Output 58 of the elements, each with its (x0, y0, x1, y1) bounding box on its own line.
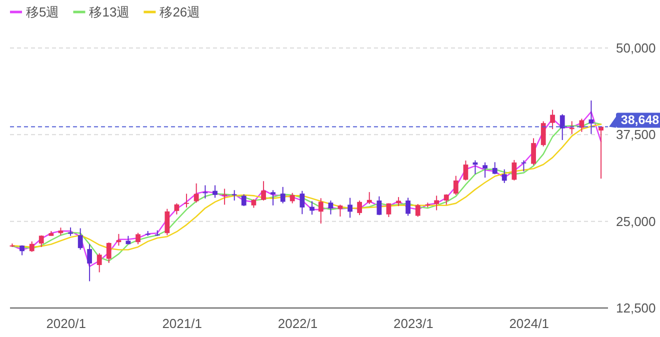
candlestick (202, 184, 208, 199)
candlestick (184, 193, 189, 208)
candlestick (348, 197, 352, 218)
x-tick-label: 2024/1 (509, 316, 549, 331)
candlestick (300, 190, 305, 215)
ref-line-label: 38,648 (620, 113, 660, 128)
candlestick (29, 240, 34, 252)
legend-label: 移5週 (26, 4, 60, 20)
candlestick (318, 198, 324, 224)
candlestick (232, 190, 237, 202)
candlestick (482, 162, 488, 178)
candlestick (386, 202, 392, 218)
candlestick (531, 138, 536, 166)
y-tick-label: 25,000 (616, 214, 656, 229)
candlestick (194, 182, 199, 204)
x-tick-label: 2023/1 (394, 316, 434, 331)
y-tick-label: 12,500 (616, 300, 656, 316)
candlestick (406, 197, 410, 216)
candlestick (453, 175, 458, 196)
candlestick (521, 160, 526, 172)
candlestick (463, 160, 468, 181)
y-tick-label: 50,000 (616, 40, 656, 56)
y-tick-label: 37,500 (616, 127, 656, 142)
candlestick (540, 120, 546, 147)
candlestick (357, 200, 362, 216)
candlestick (598, 126, 604, 180)
x-tick-label: 2020/1 (46, 316, 86, 331)
legend-label: 移26週 (160, 4, 200, 20)
candlestick (550, 109, 555, 130)
candlestick (502, 168, 507, 184)
candlestick (310, 200, 314, 216)
x-tick-label: 2022/1 (278, 316, 318, 331)
candlestick (290, 192, 295, 204)
candlestick (338, 204, 343, 218)
candlestick (415, 204, 420, 218)
legend-label: 移13週 (89, 4, 130, 20)
candlestick (106, 242, 112, 264)
candlestick (78, 228, 83, 250)
candlestick (212, 184, 218, 198)
candlestick (164, 208, 170, 236)
candlestick (241, 194, 246, 207)
candlestick (328, 200, 334, 215)
candlestick (512, 159, 517, 181)
candlestick (87, 244, 92, 282)
candlestick (116, 233, 122, 246)
candlestick (136, 232, 140, 245)
candlestick (280, 186, 286, 204)
candlestick (376, 196, 382, 216)
candlestick (222, 188, 227, 206)
candlestick (434, 195, 439, 211)
candlestick (366, 192, 372, 204)
candlestick (174, 202, 180, 215)
candlestick (396, 196, 401, 207)
candlestick (270, 190, 276, 206)
candlestick (261, 180, 266, 202)
x-tick-label: 2021/1 (162, 316, 202, 331)
candlestick (560, 114, 565, 141)
candlestick (96, 252, 102, 273)
